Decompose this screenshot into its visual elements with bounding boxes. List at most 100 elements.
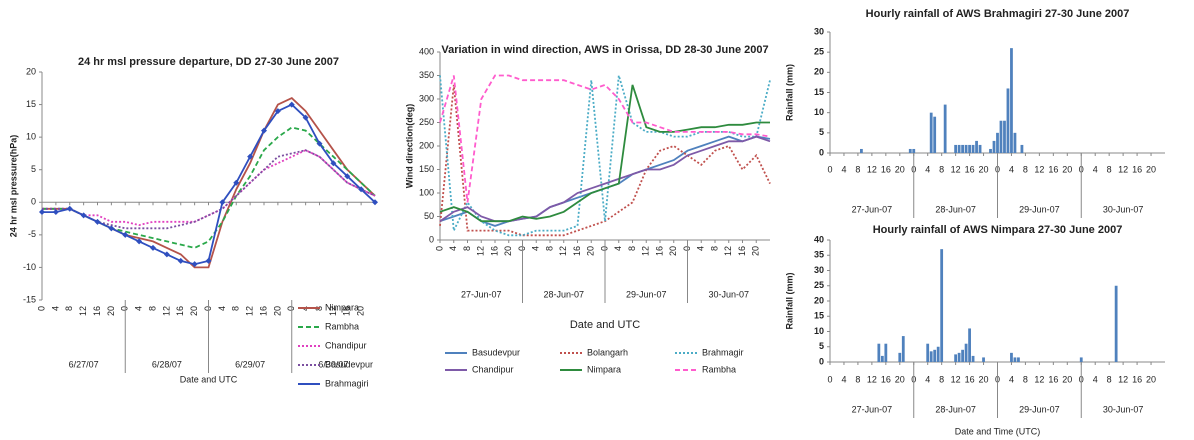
y-tick-label: 5: [819, 341, 824, 351]
x-tick-label: 16: [737, 246, 747, 256]
y-tick-label: 20: [814, 67, 824, 77]
y-tick-label: 35: [814, 250, 824, 260]
x-tick-label: 12: [867, 164, 877, 174]
x-tick-label: 12: [867, 374, 877, 384]
x-tick-label: 0: [599, 246, 609, 251]
bar: [901, 336, 905, 362]
x-tick-label: 0: [120, 306, 130, 311]
x-tick-label: 0: [36, 306, 46, 311]
y-axis-title: Wind direction(deg): [404, 104, 414, 188]
marker: [247, 153, 254, 160]
bar: [880, 355, 884, 362]
x-axis-title: Date and Time (UTC): [955, 426, 1041, 436]
chart-title: 24 hr msl pressure departure, DD 27-30 J…: [78, 56, 339, 68]
y-tick-label: 5: [31, 164, 36, 174]
x-tick-label: 16: [654, 246, 664, 256]
x-tick-label: 4: [531, 246, 541, 251]
y-tick-label: 20: [26, 66, 36, 76]
x-tick-label: 16: [572, 246, 582, 256]
y-tick-label: 0: [819, 356, 824, 366]
legend-label: Brahmagir: [702, 347, 744, 357]
x-tick-label: 12: [245, 306, 255, 316]
x-tick-label: 16: [881, 164, 891, 174]
bar: [860, 148, 863, 153]
y-tick-label: 300: [419, 93, 434, 103]
x-tick-label: 12: [951, 374, 961, 384]
marker: [150, 244, 156, 251]
x-tick-label: 4: [50, 306, 60, 311]
date-group-label: 30-Jun-07: [1103, 404, 1144, 414]
x-tick-label: 16: [965, 164, 975, 174]
x-tick-label: 20: [1146, 164, 1156, 174]
bar: [877, 343, 881, 362]
x-tick-label: 8: [1023, 374, 1028, 384]
y-tick-label: 25: [814, 280, 824, 290]
x-tick-label: 12: [641, 246, 651, 256]
bar: [884, 343, 888, 362]
y-tick-label: 25: [814, 47, 824, 57]
x-tick-label: 8: [855, 374, 860, 384]
line-series: [439, 75, 771, 237]
date-group-label: 27-Jun-07: [461, 289, 502, 299]
y-tick-label: 100: [419, 187, 434, 197]
marker: [205, 257, 212, 264]
x-tick-label: 8: [1107, 374, 1112, 384]
bar: [908, 148, 912, 153]
x-tick-label: 0: [286, 306, 296, 311]
marker: [233, 179, 240, 186]
legend-label: Basudevpur: [472, 347, 520, 357]
marker: [39, 209, 45, 216]
bar: [1114, 285, 1118, 362]
line-series: [439, 135, 771, 223]
x-tick-label: 8: [1023, 164, 1028, 174]
y-tick-label: -10: [23, 262, 36, 272]
x-tick-label: 12: [78, 306, 88, 316]
x-tick-label: 4: [696, 246, 706, 251]
marker: [344, 173, 351, 180]
x-tick-label: 4: [1009, 164, 1014, 174]
chart-title: Hourly rainfall of AWS Brahmagiri 27-30 …: [866, 8, 1130, 20]
x-tick-label: 16: [1048, 164, 1058, 174]
x-tick-label: 12: [1034, 164, 1044, 174]
x-tick-label: 8: [627, 246, 637, 251]
bar: [971, 144, 975, 153]
y-axis-title: 24 hr msl pressure(hPa): [8, 135, 18, 238]
bar: [999, 120, 1003, 153]
marker: [122, 231, 129, 238]
bar: [961, 349, 964, 362]
date-group-label: 6/27/07: [69, 359, 99, 369]
bar: [940, 249, 944, 362]
marker: [372, 199, 378, 206]
x-tick-label: 12: [476, 246, 486, 256]
x-tick-label: 20: [668, 246, 678, 256]
date-group-label: 28-Jun-07: [935, 204, 976, 214]
x-tick-label: 0: [827, 374, 832, 384]
y-tick-label: 200: [419, 140, 434, 150]
bar: [1079, 357, 1083, 362]
date-group-label: 27-Jun-07: [852, 204, 893, 214]
x-tick-label: 4: [613, 246, 623, 251]
bar: [978, 144, 982, 153]
bar: [954, 144, 958, 153]
x-tick-label: 20: [1062, 374, 1072, 384]
bar: [968, 328, 971, 362]
x-tick-label: 4: [1093, 164, 1098, 174]
y-tick-label: -15: [23, 294, 36, 304]
x-tick-label: 20: [1062, 164, 1072, 174]
legend-label: Brahmagiri: [325, 378, 369, 388]
x-tick-label: 16: [92, 306, 102, 316]
x-tick-label: 8: [939, 164, 944, 174]
x-tick-label: 12: [161, 306, 171, 316]
x-tick-label: 0: [434, 246, 444, 251]
line-series: [42, 103, 376, 266]
y-tick-label: 5: [819, 127, 824, 137]
y-tick-label: 15: [814, 87, 824, 97]
bar: [1013, 132, 1017, 153]
legend-label: Nimpara: [587, 364, 621, 374]
y-tick-label: 20: [814, 295, 824, 305]
marker: [80, 212, 87, 219]
date-group-label: 6/30/07: [318, 359, 348, 369]
y-tick-label: 50: [424, 211, 434, 221]
bar: [1010, 48, 1013, 154]
y-tick-label: 30: [814, 265, 824, 275]
